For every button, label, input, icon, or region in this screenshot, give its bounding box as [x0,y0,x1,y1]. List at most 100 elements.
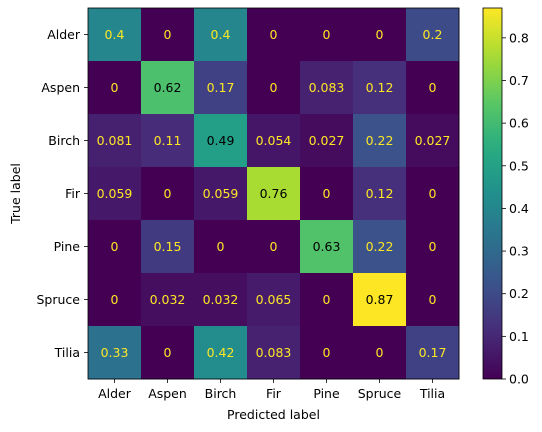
heatmap-cell [141,8,195,62]
colorbar-gradient [483,8,502,379]
colorbar-tick-label: 0.5 [509,158,529,173]
colorbar-ticks: 0.0 0.1 0.2 0.3 0.4 0.5 0.6 0.7 0.8 [502,30,529,387]
heatmap-cell [300,61,354,115]
heatmap-cell-value: 0 [429,292,437,307]
heatmap-cell [141,273,195,327]
colorbar-tick-label: 0.4 [509,201,529,216]
heatmap-cell [353,61,407,115]
heatmap-cell [406,167,460,221]
heatmap-cell [406,8,460,62]
heatmap-cell [194,8,248,62]
y-axis: Alder Aspen Birch Fir Pine Spruce Tilia [37,27,88,360]
x-tick-label: Alder [98,386,132,401]
colorbar-tick-label: 0.8 [509,30,529,45]
heatmap-cell [247,61,301,115]
heatmap-cell-value: 0.4 [105,27,125,42]
heatmap-cell [141,220,195,274]
heatmap-cell [141,114,195,168]
heatmap-cell [88,8,142,62]
heatmap-cell [300,326,354,380]
colorbar-tick-label: 0.2 [509,286,529,301]
heatmap-cell-value: 0 [270,80,278,95]
y-tick-label: Alder [47,27,81,42]
heatmap-cell-value: 0.63 [313,239,341,254]
y-tick-label: Tilia [54,345,80,360]
heatmap-cell-value: 0.15 [154,239,182,254]
colorbar-tick-label: 0.6 [509,116,529,131]
heatmap-cell-value: 0 [217,239,225,254]
heatmap-cell-value: 0 [111,239,119,254]
y-tick-label: Birch [48,133,80,148]
heatmap-cell-value: 0 [429,186,437,201]
heatmap-cell-value: 0 [270,27,278,42]
heatmap-cell-value: 0.027 [415,133,451,148]
heatmap-cell [194,61,248,115]
y-tick-label: Fir [65,186,81,201]
colorbar: 0.0 0.1 0.2 0.3 0.4 0.5 0.6 0.7 0.8 [482,7,529,387]
x-axis: Alder Aspen Birch Fir Pine Spruce Tilia [98,379,445,401]
heatmap-cell-value: 0 [164,27,172,42]
heatmap-cell [141,167,195,221]
heatmap-cell-value: 0 [164,186,172,201]
heatmap-cell [353,220,407,274]
heatmap-cell [141,326,195,380]
heatmap-cell-value: 0.33 [101,345,129,360]
y-tick-label: Aspen [41,80,80,95]
heatmap-cell-labels: 0.4 0 0.4 0 0 0 0.2 0 0.62 0.17 0 0.083 0.12 0 0.081 0.… [97,27,451,360]
heatmap-cell [88,167,142,221]
heatmap-cell-value: 0 [323,345,331,360]
x-tick-label: Fir [266,386,282,401]
heatmap-cell-value: 0 [164,345,172,360]
heatmap-cell-value: 0.22 [366,133,394,148]
heatmap-cell-value: 0.22 [366,239,394,254]
heatmap-cell [353,326,407,380]
heatmap-cell-value: 0.17 [419,345,447,360]
colorbar-tick-label: 0.0 [509,372,529,387]
heatmap-cell-value: 0 [111,292,119,307]
heatmap-cell-value: 0 [323,186,331,201]
y-axis-label: True label [8,163,23,225]
x-tick-label: Aspen [148,386,187,401]
heatmap-cell [88,114,142,168]
heatmap-cell [88,220,142,274]
heatmap-cell [300,8,354,62]
heatmap-cell [194,220,248,274]
heatmap-cell-value: 0 [376,27,384,42]
heatmap-cell-value: 0.059 [203,186,239,201]
heatmap-cell [300,273,354,327]
colorbar-tick-label: 0.1 [509,329,529,344]
heatmap-cell-value: 0 [323,292,331,307]
heatmap-cell-value: 0.032 [203,292,239,307]
heatmap-cell-value: 0.032 [150,292,186,307]
heatmap-cell-value: 0.2 [423,27,443,42]
heatmap-cell [300,167,354,221]
y-tick-label: Spruce [37,292,81,307]
heatmap-cell [194,326,248,380]
heatmap-cell [406,114,460,168]
heatmap-cell [406,326,460,380]
x-tick-label: Tilia [419,386,445,401]
heatmap-cell-value: 0.49 [207,133,235,148]
heatmap-cell-value: 0.059 [97,186,133,201]
colorbar-frame [482,7,503,380]
heatmap-cell-value: 0 [323,27,331,42]
x-tick-label: Spruce [358,386,402,401]
heatmap-cell-value: 0 [111,80,119,95]
heatmap-cell [194,114,248,168]
heatmap-cell-value: 0.081 [97,133,133,148]
heatmap-cell [247,273,301,327]
heatmap-cell [247,114,301,168]
heatmap-cell [406,61,460,115]
heatmap-cell-value: 0.054 [256,133,292,148]
heatmap-cell [353,114,407,168]
heatmap-cell-value: 0.11 [154,133,182,148]
heatmap-cell-value: 0.87 [366,292,394,307]
colorbar-tick-label: 0.3 [509,244,529,259]
heatmap-cell-value: 0.76 [260,186,288,201]
heatmap-cell-value: 0.42 [207,345,235,360]
heatmap-cell-value: 0.065 [256,292,292,307]
heatmap-cell-value: 0.12 [366,186,394,201]
heatmap-cell-value: 0.083 [256,345,292,360]
heatmap-cell [88,326,142,380]
